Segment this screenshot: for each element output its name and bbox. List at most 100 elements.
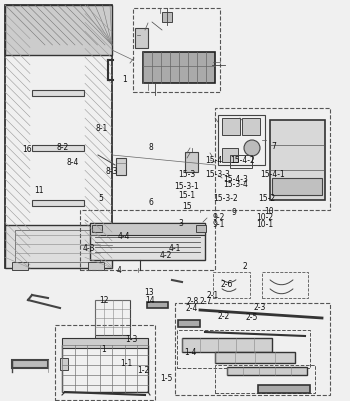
Text: 15-4: 15-4 <box>205 156 223 165</box>
Text: 10-1: 10-1 <box>257 220 273 229</box>
Bar <box>177 330 310 368</box>
Text: 11: 11 <box>34 186 43 195</box>
Bar <box>178 320 200 327</box>
Bar <box>242 118 260 135</box>
Text: 8-3: 8-3 <box>106 167 118 176</box>
Bar <box>218 115 265 165</box>
Bar <box>32 200 84 206</box>
Bar <box>5 5 112 55</box>
Bar <box>116 158 126 175</box>
Bar <box>32 90 84 96</box>
Bar <box>143 52 215 83</box>
Text: 2-2: 2-2 <box>218 312 230 321</box>
Bar <box>12 262 28 270</box>
Text: 15-3-4: 15-3-4 <box>223 180 248 189</box>
Text: 15-3-2: 15-3-2 <box>214 194 238 203</box>
Bar <box>80 210 215 270</box>
Text: 2-1: 2-1 <box>206 291 218 300</box>
Text: 4: 4 <box>117 266 121 275</box>
Text: 7: 7 <box>271 142 276 151</box>
Bar <box>215 352 295 363</box>
Text: 15-4-1: 15-4-1 <box>260 170 285 178</box>
Text: 15-3: 15-3 <box>178 170 195 179</box>
Circle shape <box>244 140 260 156</box>
Bar <box>62 345 148 392</box>
Bar <box>95 300 130 335</box>
Bar <box>222 118 240 135</box>
Text: 4-3: 4-3 <box>83 244 96 253</box>
Bar <box>62 338 148 348</box>
Text: 2: 2 <box>243 262 247 271</box>
Bar <box>88 262 104 270</box>
Text: 1: 1 <box>101 345 106 354</box>
Bar <box>15 230 100 262</box>
Bar <box>230 155 252 168</box>
Text: 15-4-2: 15-4-2 <box>230 156 255 165</box>
Bar <box>55 325 155 400</box>
Bar <box>222 148 238 162</box>
Bar <box>92 225 102 232</box>
Text: 2-8: 2-8 <box>186 297 198 306</box>
Text: 12: 12 <box>99 296 108 305</box>
Text: 4-4: 4-4 <box>118 232 131 241</box>
Text: 1-1: 1-1 <box>120 359 133 368</box>
Text: 9-2: 9-2 <box>212 213 225 222</box>
Bar <box>90 223 205 235</box>
Bar <box>213 272 250 298</box>
Text: 14: 14 <box>146 296 155 305</box>
Text: 10-2: 10-2 <box>257 213 273 222</box>
Text: 13: 13 <box>144 288 154 297</box>
Bar <box>215 365 315 393</box>
Bar <box>5 225 112 268</box>
Text: 4-1: 4-1 <box>169 244 181 253</box>
Text: 5: 5 <box>99 194 104 203</box>
Text: 9: 9 <box>231 208 236 217</box>
Text: 4-2: 4-2 <box>160 251 173 260</box>
Text: 2-5: 2-5 <box>246 314 258 322</box>
Text: 8-4: 8-4 <box>66 158 79 167</box>
Text: 15-3-1: 15-3-1 <box>174 182 199 191</box>
Text: 16: 16 <box>22 146 32 154</box>
Bar <box>12 360 48 368</box>
Text: 15-3-3: 15-3-3 <box>205 170 230 178</box>
Bar <box>258 385 310 393</box>
Text: 1-3: 1-3 <box>125 335 138 344</box>
Text: 3: 3 <box>178 219 183 228</box>
Bar <box>133 8 220 92</box>
Bar <box>272 178 322 195</box>
Text: 10: 10 <box>265 207 274 216</box>
Text: 8-1: 8-1 <box>95 124 107 133</box>
Bar <box>262 272 308 298</box>
Bar <box>162 12 172 22</box>
Bar <box>182 338 272 352</box>
Text: 2-7: 2-7 <box>199 297 212 306</box>
Text: 1: 1 <box>122 75 127 85</box>
Text: 8-2: 8-2 <box>56 144 68 152</box>
Text: 2-6: 2-6 <box>220 280 233 289</box>
Text: 15-1: 15-1 <box>178 191 195 200</box>
Text: 15-2: 15-2 <box>258 194 275 203</box>
Bar <box>270 120 325 200</box>
Bar <box>227 367 307 375</box>
Text: 2-4: 2-4 <box>186 304 198 313</box>
Text: 1-4: 1-4 <box>184 348 197 357</box>
Bar <box>175 303 330 395</box>
Text: 2-3: 2-3 <box>254 303 266 312</box>
Text: 1-2: 1-2 <box>137 366 149 375</box>
Bar <box>90 223 205 260</box>
Text: 9-1: 9-1 <box>212 220 225 229</box>
Bar <box>95 335 130 343</box>
Bar <box>60 358 68 370</box>
Bar <box>32 145 84 151</box>
Bar <box>185 152 198 172</box>
Bar <box>215 108 330 210</box>
Text: 6: 6 <box>148 198 153 207</box>
Text: 8: 8 <box>149 144 154 152</box>
Text: 15-4-3: 15-4-3 <box>223 175 248 184</box>
Text: 1-5: 1-5 <box>160 374 173 383</box>
Bar <box>196 225 206 232</box>
Bar <box>147 302 168 308</box>
Text: 15: 15 <box>182 202 191 211</box>
Bar <box>5 5 112 268</box>
Bar <box>135 28 148 48</box>
